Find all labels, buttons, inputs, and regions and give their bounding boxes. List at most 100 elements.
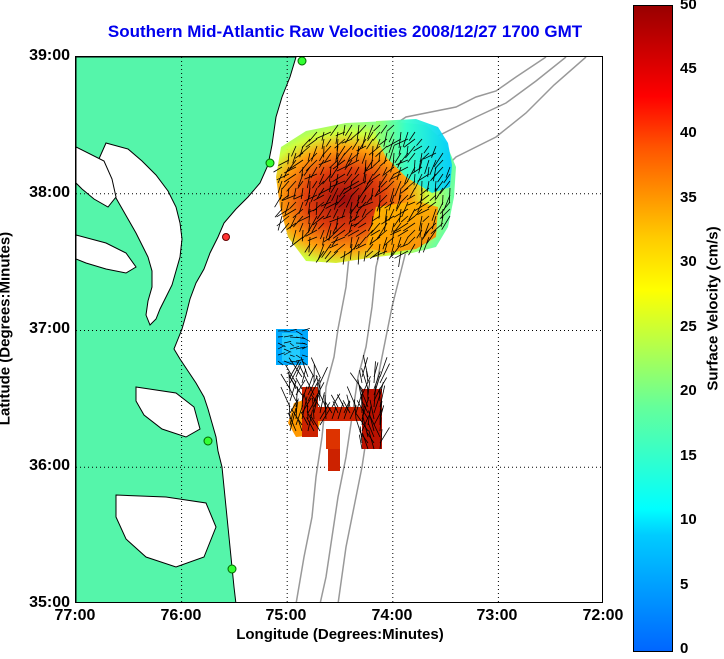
velocity-arrow (274, 208, 283, 218)
velocity-arrow (367, 131, 374, 142)
velocity-arrow (307, 152, 311, 162)
x-tick-73: 73:00 (476, 607, 518, 624)
velocity-arrow (324, 250, 332, 260)
velocity-arrow (343, 173, 353, 185)
velocity-arrow (301, 346, 308, 350)
velocity-arrow (349, 208, 353, 219)
velocity-arrow (429, 194, 437, 202)
velocity-arrow (315, 250, 325, 263)
velocity-arrow (384, 208, 388, 223)
x-tick-77: 77:00 (54, 607, 96, 624)
velocity-arrow (388, 131, 395, 143)
velocity-arrow (423, 145, 430, 154)
velocity-arrow (376, 201, 381, 212)
station-marker-5 (227, 564, 237, 574)
station-marker-3 (222, 233, 230, 241)
velocity-arrow (437, 173, 444, 183)
velocity-arrow (408, 236, 416, 245)
velocity-arrow (325, 222, 332, 239)
x-tick-75: 75:00 (265, 607, 307, 624)
velocity-arrow (273, 166, 283, 173)
velocity-arrow (394, 180, 402, 197)
velocity-arrow (358, 201, 374, 209)
velocity-arrow (361, 415, 370, 432)
velocity-arrow (280, 386, 291, 408)
velocity-arrow (283, 348, 292, 353)
velocity-arrow (423, 222, 437, 235)
velocity-arrow (319, 366, 328, 384)
colorbar-title: Surface Velocity (cm/s) (704, 226, 722, 391)
velocity-arrow (361, 394, 363, 414)
velocity-arrow (343, 401, 351, 420)
velocity-arrow (331, 393, 341, 408)
velocity-arrow (316, 208, 325, 220)
velocity-arrow (358, 222, 367, 229)
velocity-arrow (441, 215, 451, 230)
velocity-arrow (311, 145, 318, 162)
velocity-arrow (368, 429, 375, 450)
velocity-arrow (284, 201, 290, 215)
velocity-arrow (389, 250, 395, 259)
velocity-arrow (356, 145, 367, 152)
velocity-arrow (283, 341, 292, 344)
velocity-arrow (317, 180, 325, 188)
velocity-arrow (295, 386, 299, 408)
velocity-arrow (372, 159, 381, 167)
colorbar-tick-20: 20 (680, 382, 697, 399)
velocity-arrow (395, 201, 402, 212)
velocity-arrow (343, 187, 353, 195)
velocity-arrow (312, 397, 315, 420)
velocity-arrow (344, 152, 353, 168)
velocity-arrow (335, 131, 339, 144)
velocity-arrow (373, 385, 377, 408)
velocity-arrow (343, 145, 353, 156)
map-plot-area[interactable] (75, 56, 603, 603)
velocity-arrow (401, 201, 409, 218)
velocity-arrow (357, 250, 360, 265)
velocity-arrow (321, 131, 325, 141)
velocity-arrow (289, 159, 304, 170)
velocity-arrow (366, 194, 374, 204)
velocity-arrow (293, 194, 304, 200)
velocity-arrow (369, 399, 375, 420)
velocity-arrow (399, 194, 409, 204)
velocity-arrow (281, 194, 297, 201)
velocity-arrow (379, 180, 381, 193)
velocity-arrow (357, 236, 367, 247)
velocity-arrow (289, 236, 304, 248)
velocity-arrow (329, 243, 339, 249)
velocity-arrow (284, 166, 297, 174)
velocity-arrow (362, 414, 369, 438)
north-velocity-patch (273, 119, 456, 268)
velocity-arrow (344, 229, 353, 237)
velocity-arrow (277, 345, 285, 350)
velocity-arrow (315, 131, 332, 140)
velocity-arrow (294, 152, 304, 159)
velocity-arrow (283, 360, 293, 365)
velocity-arrow (280, 222, 290, 234)
velocity-arrow (386, 124, 395, 132)
velocity-arrow (418, 159, 423, 174)
velocity-arrow (361, 131, 367, 149)
velocity-arrow (399, 243, 409, 248)
y-tick-37: 37:00 (29, 320, 70, 337)
velocity-arrow (307, 409, 313, 432)
velocity-arrow (330, 180, 339, 194)
velocity-arrow (376, 138, 381, 149)
velocity-arrow (379, 429, 383, 450)
velocity-arrow (393, 138, 409, 146)
velocity-arrow (281, 194, 290, 201)
x-tick-74: 74:00 (371, 607, 413, 624)
velocity-arrow (383, 215, 388, 232)
velocity-arrow (344, 180, 360, 190)
velocity-arrow (426, 229, 437, 244)
velocity-arrow (371, 215, 381, 222)
velocity-arrow (386, 138, 402, 148)
velocity-arrow (413, 145, 423, 152)
velocity-arrow (332, 159, 346, 170)
velocity-arrow (367, 124, 374, 140)
velocity-arrow (324, 401, 333, 414)
velocity-arrow (281, 180, 290, 189)
velocity-arrow (296, 215, 311, 223)
velocity-arrow (295, 346, 305, 350)
